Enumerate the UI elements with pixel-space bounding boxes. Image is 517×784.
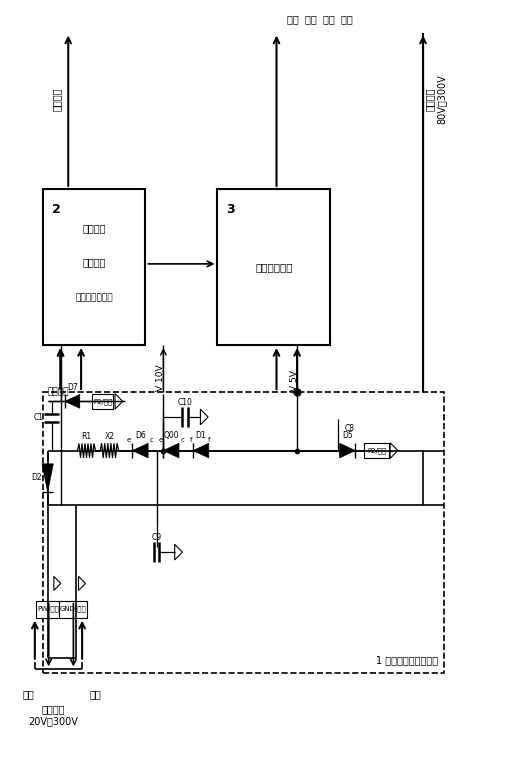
Text: C1: C1 [34,413,44,423]
Polygon shape [340,443,355,458]
Bar [36,601,62,618]
Text: X2: X2 [104,432,114,441]
Polygon shape [132,443,148,458]
Text: Q00: Q00 [163,431,179,441]
Text: 1 宽范围输入稳压电源: 1 宽范围输入稳压电源 [376,655,438,666]
Text: V 5V: V 5V [290,370,299,391]
Text: c: c [150,437,154,443]
Bar [364,443,389,459]
Bar [59,601,87,618]
Text: 输入直流
20V～300V: 输入直流 20V～300V [28,705,78,726]
Text: D6: D6 [135,431,146,441]
Text: 选发开关电路: 选发开关电路 [255,262,293,272]
Text: 缆芯: 缆芯 [89,689,101,699]
Text: 雷管  引脚  雷管  地线: 雷管 引脚 雷管 地线 [287,15,353,24]
Text: f: f [189,437,192,443]
Text: PW/缆皮: PW/缆皮 [38,606,59,612]
Text: D5: D5 [342,431,353,441]
Text: 控制电路: 控制电路 [82,257,105,267]
Text: 接下一级: 接下一级 [51,87,62,111]
Text: P2/稳发: P2/稳发 [93,398,112,405]
Text: e: e [127,437,131,443]
Polygon shape [163,443,179,458]
Text: V 10V: V 10V [156,365,165,391]
Text: C8: C8 [344,424,354,434]
Text: c: c [181,437,185,443]
Text: 控制信号: 控制信号 [48,387,69,396]
Text: R1: R1 [82,432,92,441]
Text: 稳压输出
80V～300V: 稳压输出 80V～300V [425,74,447,124]
Text: C9: C9 [151,533,162,542]
Text: 3: 3 [226,203,235,216]
Polygon shape [42,464,53,492]
Bar [42,189,145,345]
Text: P2/稳发: P2/稳发 [367,448,387,454]
Text: 信号检测: 信号检测 [82,223,105,233]
Text: f: f [208,437,210,443]
Bar [42,392,444,673]
Text: 2: 2 [52,203,60,216]
Text: e: e [159,437,163,443]
Polygon shape [65,394,80,408]
Text: D2: D2 [31,474,41,482]
Text: 缆皮: 缆皮 [22,689,34,699]
Bar [217,189,330,345]
Text: D7: D7 [67,383,78,392]
Polygon shape [193,443,209,458]
Bar [92,394,114,409]
Text: 处理、控制电路: 处理、控制电路 [75,294,113,303]
Text: C10: C10 [177,397,192,407]
Text: D1: D1 [195,431,206,441]
Text: GND/缆芯: GND/缆芯 [60,606,87,612]
